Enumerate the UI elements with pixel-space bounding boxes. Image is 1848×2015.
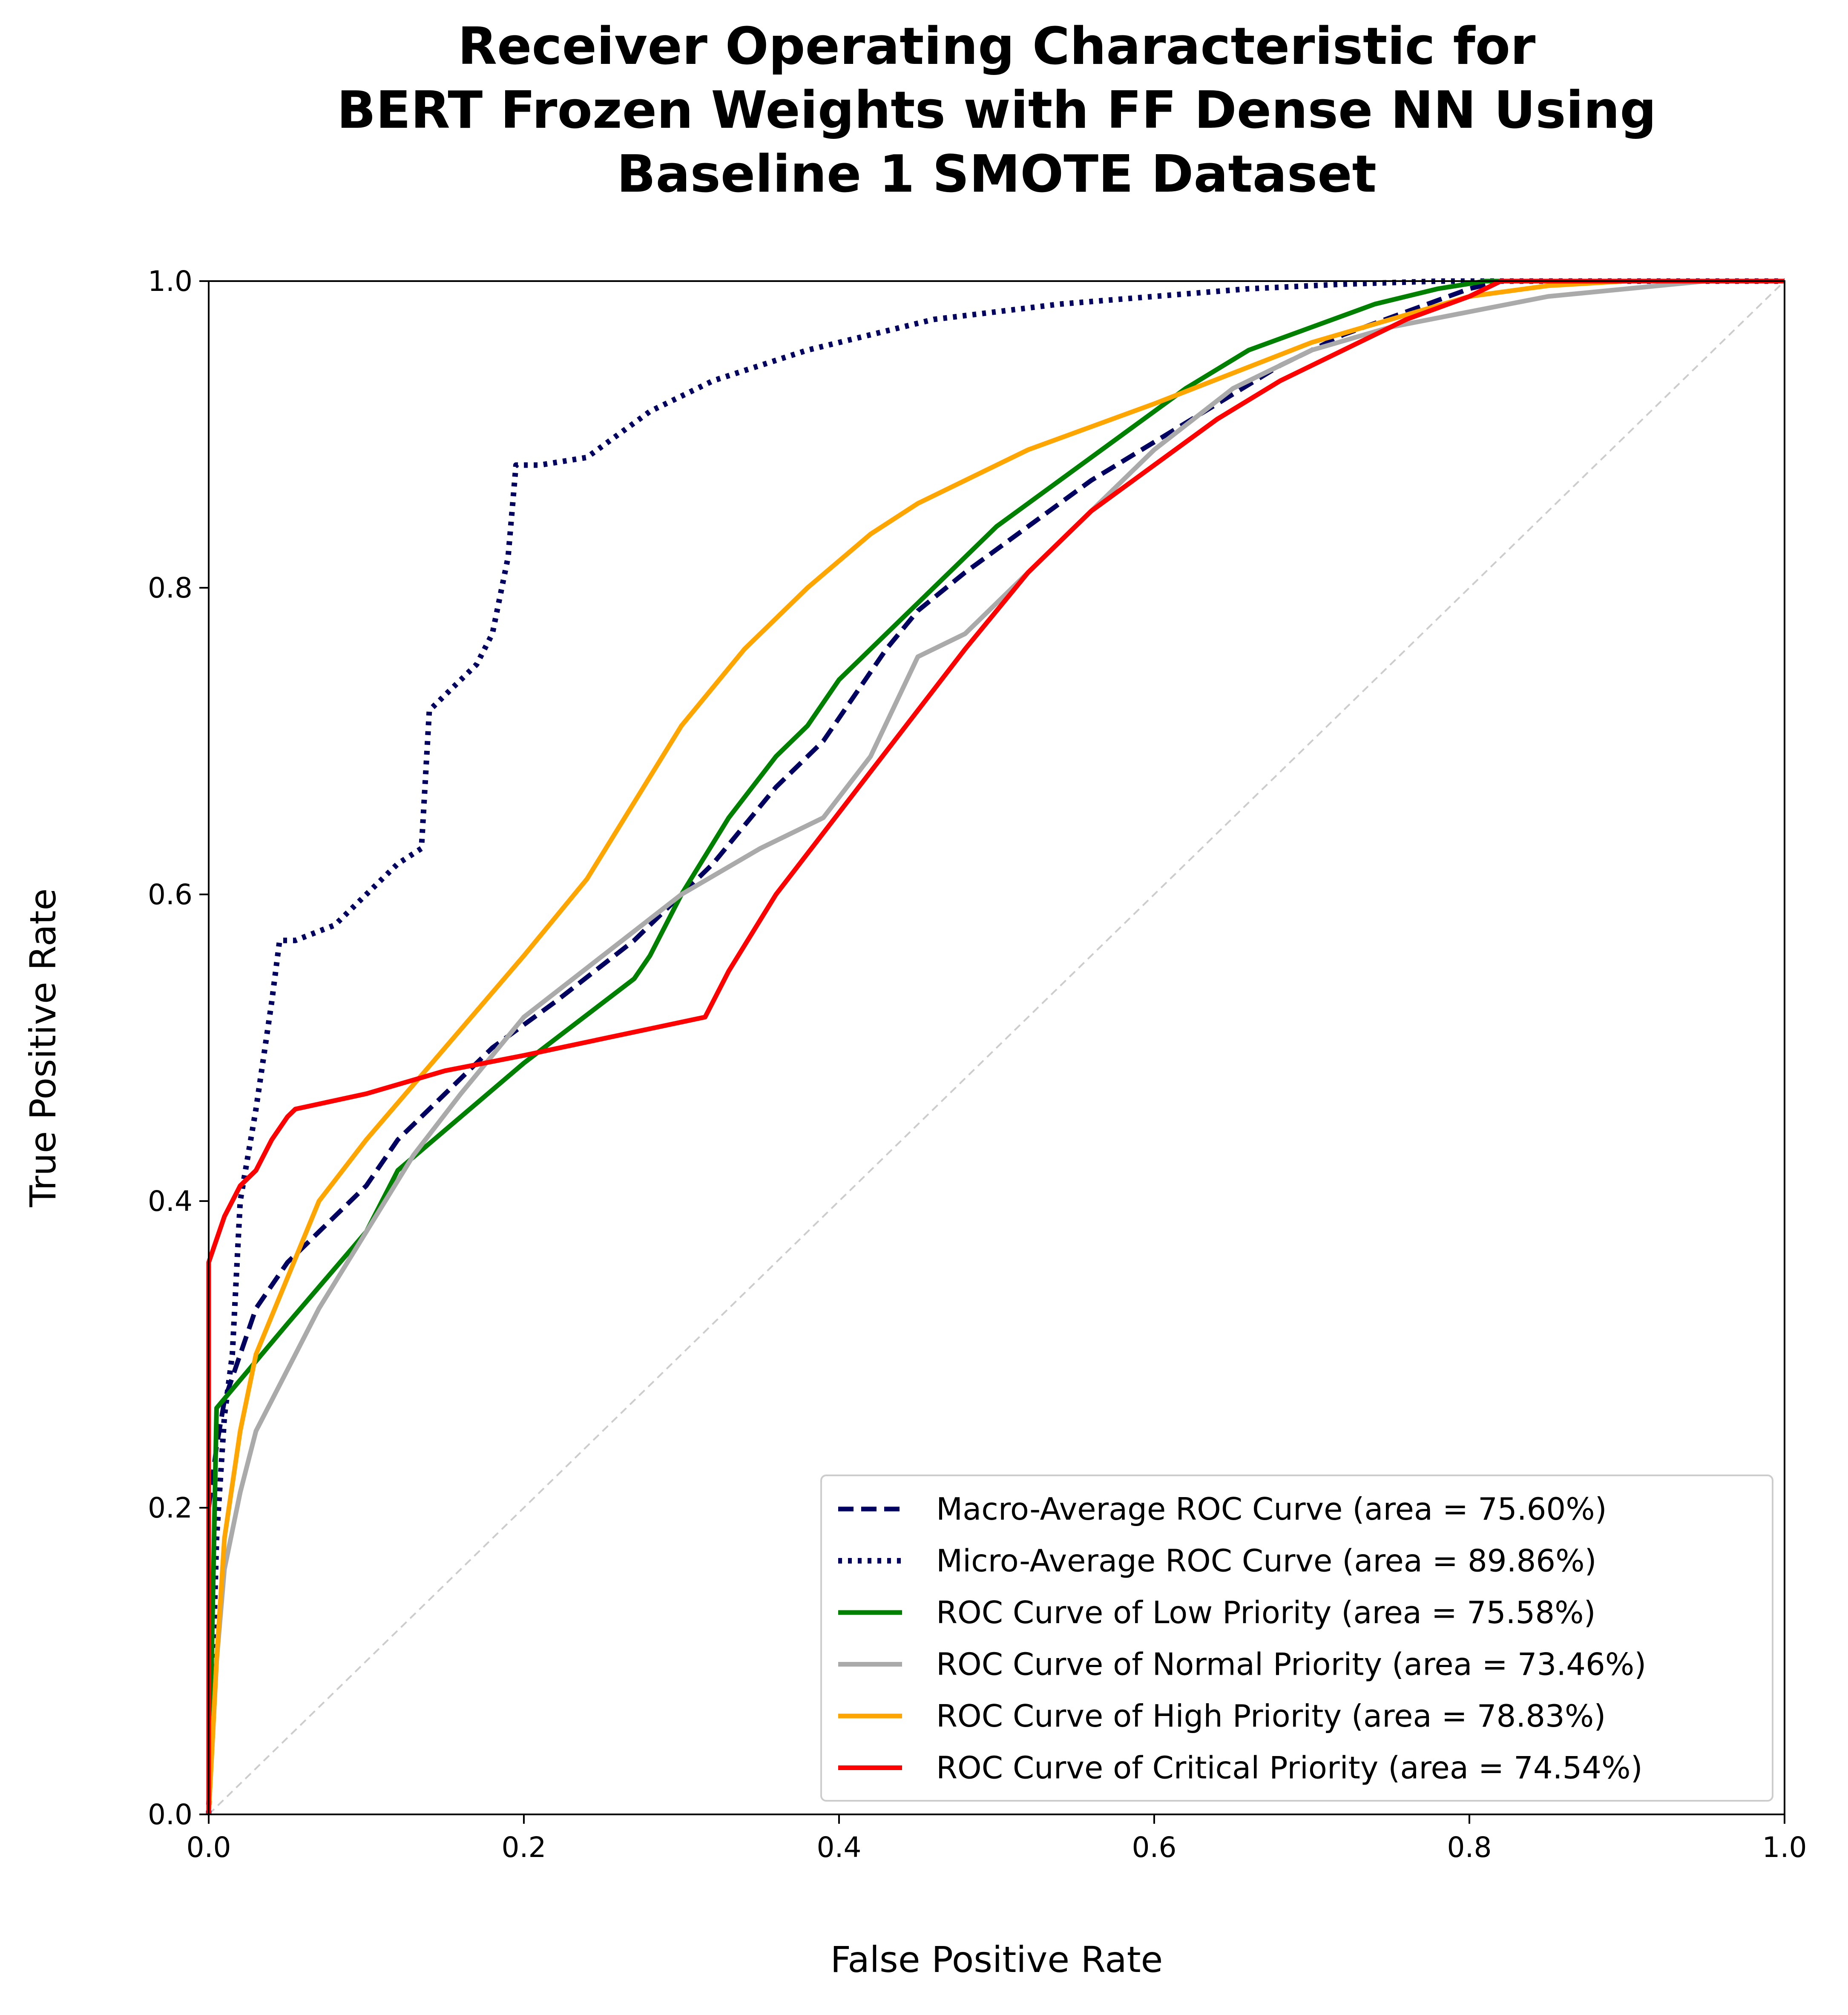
y-tick-label: 0.0	[148, 1798, 193, 1831]
series-layer	[206, 278, 1785, 1815]
x-tick-label: 0.6	[1132, 1831, 1177, 1864]
legend-box	[820, 1475, 1773, 1802]
legend-label-0: Macro-Average ROC Curve (area = 75.60%)	[936, 1491, 1607, 1527]
chart-title-line-3: Baseline 1 SMOTE Dataset	[617, 145, 1377, 204]
series-line-4	[206, 279, 1785, 1815]
x-tick-label: 1.0	[1762, 1831, 1807, 1864]
series-line-1	[206, 278, 1785, 1815]
x-tick-label: 0.8	[1447, 1831, 1492, 1864]
legend-label-4: ROC Curve of High Priority (area = 78.83…	[936, 1698, 1606, 1734]
legend-label-3: ROC Curve of Normal Priority (area = 73.…	[936, 1647, 1646, 1682]
legend-label-1: Micro-Average ROC Curve (area = 89.86%)	[936, 1543, 1597, 1579]
chart-title-line-1: Receiver Operating Characteristic for	[458, 17, 1536, 76]
legend-label-5: ROC Curve of Critical Priority (area = 7…	[936, 1750, 1643, 1786]
chart-title-line-2: BERT Frozen Weights with FF Dense NN Usi…	[337, 81, 1656, 140]
x-axis-label: False Positive Rate	[831, 1939, 1163, 1981]
legend-label-2: ROC Curve of Low Priority (area = 75.58%…	[936, 1595, 1596, 1630]
legend: Macro-Average ROC Curve (area = 75.60%) M…	[820, 1475, 1773, 1802]
x-tick-label: 0.4	[817, 1831, 862, 1864]
x-tick-label: 0.2	[502, 1831, 546, 1864]
y-tick-label: 0.8	[148, 572, 193, 604]
chart-title: Receiver Operating Characteristic for BE…	[337, 17, 1656, 204]
series-line-2	[206, 279, 1785, 1815]
reference-diagonal-line	[208, 280, 1785, 1815]
legend-items: Macro-Average ROC Curve (area = 75.60%) M…	[838, 1491, 1646, 1786]
tick-layer: 0.0 0.2 0.4 0.6 0.8 1.0 0.0 0.2 0.4 0.6 0.8 1.0	[148, 265, 1807, 1864]
series-line-3	[206, 279, 1785, 1815]
series-line-5	[206, 279, 1785, 1814]
x-tick-label: 0.0	[187, 1831, 231, 1864]
reference-diagonal-layer	[208, 280, 1785, 1815]
y-tick-label: 0.4	[148, 1185, 193, 1218]
y-tick-label: 1.0	[148, 265, 193, 298]
y-axis-label: True Positive Rate	[22, 888, 64, 1207]
plot-frame	[208, 280, 1785, 1815]
y-tick-label: 0.2	[148, 1492, 193, 1524]
y-tick-label: 0.6	[148, 878, 193, 911]
